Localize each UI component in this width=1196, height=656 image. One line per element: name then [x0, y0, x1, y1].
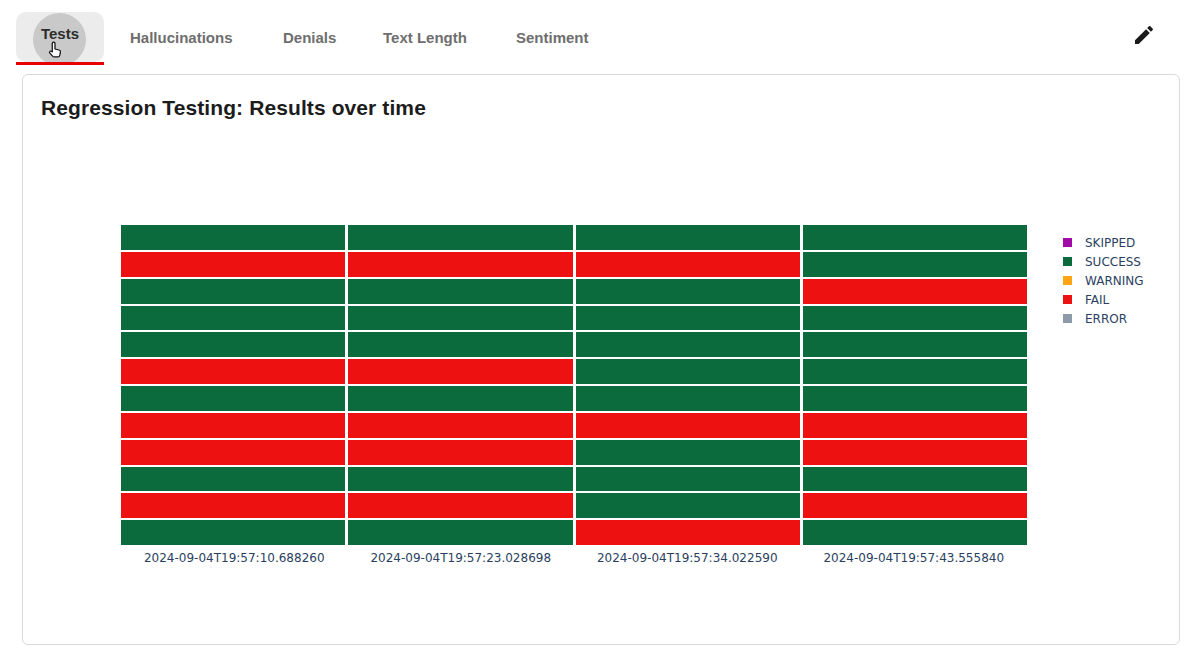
legend-swatch-icon	[1063, 314, 1072, 323]
heatmap-cell-fail[interactable]	[348, 440, 572, 465]
heatmap-cell-fail[interactable]	[576, 413, 800, 438]
x-axis: 2024-09-04T19:57:10.6882602024-09-04T19:…	[121, 551, 1027, 565]
tab-tests[interactable]: Tests	[16, 12, 104, 62]
x-tick-label: 2024-09-04T19:57:23.028698	[348, 551, 575, 565]
heatmap-cell-success[interactable]	[803, 332, 1027, 357]
heatmap-cell-success[interactable]	[348, 520, 572, 545]
heatmap-cell-success[interactable]	[121, 520, 345, 545]
hand-cursor-icon	[46, 39, 66, 61]
legend-label: SKIPPED	[1085, 236, 1135, 250]
legend-swatch-icon	[1063, 295, 1072, 304]
heatmap-cell-success[interactable]	[348, 225, 572, 250]
legend-item-skipped[interactable]: SKIPPED	[1063, 233, 1144, 252]
heatmap-cell-fail[interactable]	[121, 359, 345, 384]
chart-title: Regression Testing: Results over time	[41, 96, 426, 120]
heatmap-column	[348, 225, 572, 545]
legend-label: SUCCESS	[1085, 255, 1141, 269]
tab-hallucinations[interactable]: Hallucinations	[130, 29, 233, 46]
legend: SKIPPED SUCCESS WARNING FAIL ERROR	[1063, 233, 1144, 328]
heatmap-cell-success[interactable]	[576, 225, 800, 250]
results-card: Regression Testing: Results over time 20…	[22, 74, 1180, 645]
heatmap-cell-fail[interactable]	[803, 413, 1027, 438]
legend-item-fail[interactable]: FAIL	[1063, 290, 1144, 309]
legend-item-warning[interactable]: WARNING	[1063, 271, 1144, 290]
x-tick-label: 2024-09-04T19:57:43.555840	[801, 551, 1028, 565]
heatmap-cell-success[interactable]	[576, 332, 800, 357]
heatmap-cell-success[interactable]	[121, 225, 345, 250]
heatmap-column	[121, 225, 345, 545]
heatmap-cell-fail[interactable]	[121, 413, 345, 438]
legend-label: FAIL	[1085, 293, 1109, 307]
heatmap-cell-fail[interactable]	[803, 279, 1027, 304]
heatmap-cell-fail[interactable]	[803, 440, 1027, 465]
heatmap-cell-success[interactable]	[576, 493, 800, 518]
heatmap-cell-fail[interactable]	[576, 520, 800, 545]
heatmap-cell-success[interactable]	[576, 440, 800, 465]
heatmap-cell-success[interactable]	[348, 332, 572, 357]
heatmap-cell-success[interactable]	[803, 386, 1027, 411]
heatmap-cell-fail[interactable]	[121, 252, 345, 277]
heatmap-cell-fail[interactable]	[576, 252, 800, 277]
heatmap-cell-success[interactable]	[348, 467, 572, 492]
pencil-icon	[1132, 23, 1156, 47]
tab-bar: Tests Hallucinations Denials Text Length Se…	[0, 0, 1196, 70]
heatmap-cell-fail[interactable]	[121, 440, 345, 465]
heatmap-cell-success[interactable]	[803, 359, 1027, 384]
heatmap-cell-success[interactable]	[576, 467, 800, 492]
heatmap-cell-success[interactable]	[803, 252, 1027, 277]
heatmap-column	[576, 225, 800, 545]
heatmap-cell-success[interactable]	[803, 225, 1027, 250]
heatmap-cell-success[interactable]	[576, 386, 800, 411]
legend-item-error[interactable]: ERROR	[1063, 309, 1144, 328]
heatmap-cell-fail[interactable]	[121, 493, 345, 518]
legend-item-success[interactable]: SUCCESS	[1063, 252, 1144, 271]
legend-swatch-icon	[1063, 238, 1072, 247]
heatmap	[121, 225, 1027, 545]
heatmap-cell-success[interactable]	[121, 279, 345, 304]
heatmap-cell-success[interactable]	[121, 306, 345, 331]
heatmap-cell-success[interactable]	[576, 279, 800, 304]
heatmap-cell-success[interactable]	[121, 332, 345, 357]
heatmap-cell-fail[interactable]	[348, 413, 572, 438]
legend-swatch-icon	[1063, 257, 1072, 266]
x-tick-label: 2024-09-04T19:57:34.022590	[574, 551, 801, 565]
heatmap-cell-success[interactable]	[121, 386, 345, 411]
x-tick-label: 2024-09-04T19:57:10.688260	[121, 551, 348, 565]
legend-label: ERROR	[1085, 312, 1127, 326]
heatmap-cell-success[interactable]	[803, 306, 1027, 331]
heatmap-cell-success[interactable]	[348, 306, 572, 331]
heatmap-cell-fail[interactable]	[348, 252, 572, 277]
heatmap-cell-success[interactable]	[121, 467, 345, 492]
heatmap-cell-success[interactable]	[576, 359, 800, 384]
heatmap-cell-success[interactable]	[803, 520, 1027, 545]
heatmap-cell-success[interactable]	[348, 386, 572, 411]
tab-sentiment[interactable]: Sentiment	[516, 29, 589, 46]
legend-label: WARNING	[1085, 274, 1144, 288]
heatmap-column	[803, 225, 1027, 545]
heatmap-cell-fail[interactable]	[348, 359, 572, 384]
heatmap-cell-success[interactable]	[576, 306, 800, 331]
heatmap-cell-fail[interactable]	[803, 493, 1027, 518]
edit-button[interactable]	[1132, 23, 1156, 47]
tab-text-length[interactable]: Text Length	[383, 29, 467, 46]
heatmap-cell-fail[interactable]	[348, 493, 572, 518]
active-tab-underline	[16, 62, 104, 65]
tab-denials[interactable]: Denials	[283, 29, 336, 46]
legend-swatch-icon	[1063, 276, 1072, 285]
heatmap-cell-success[interactable]	[348, 279, 572, 304]
heatmap-cell-success[interactable]	[803, 467, 1027, 492]
